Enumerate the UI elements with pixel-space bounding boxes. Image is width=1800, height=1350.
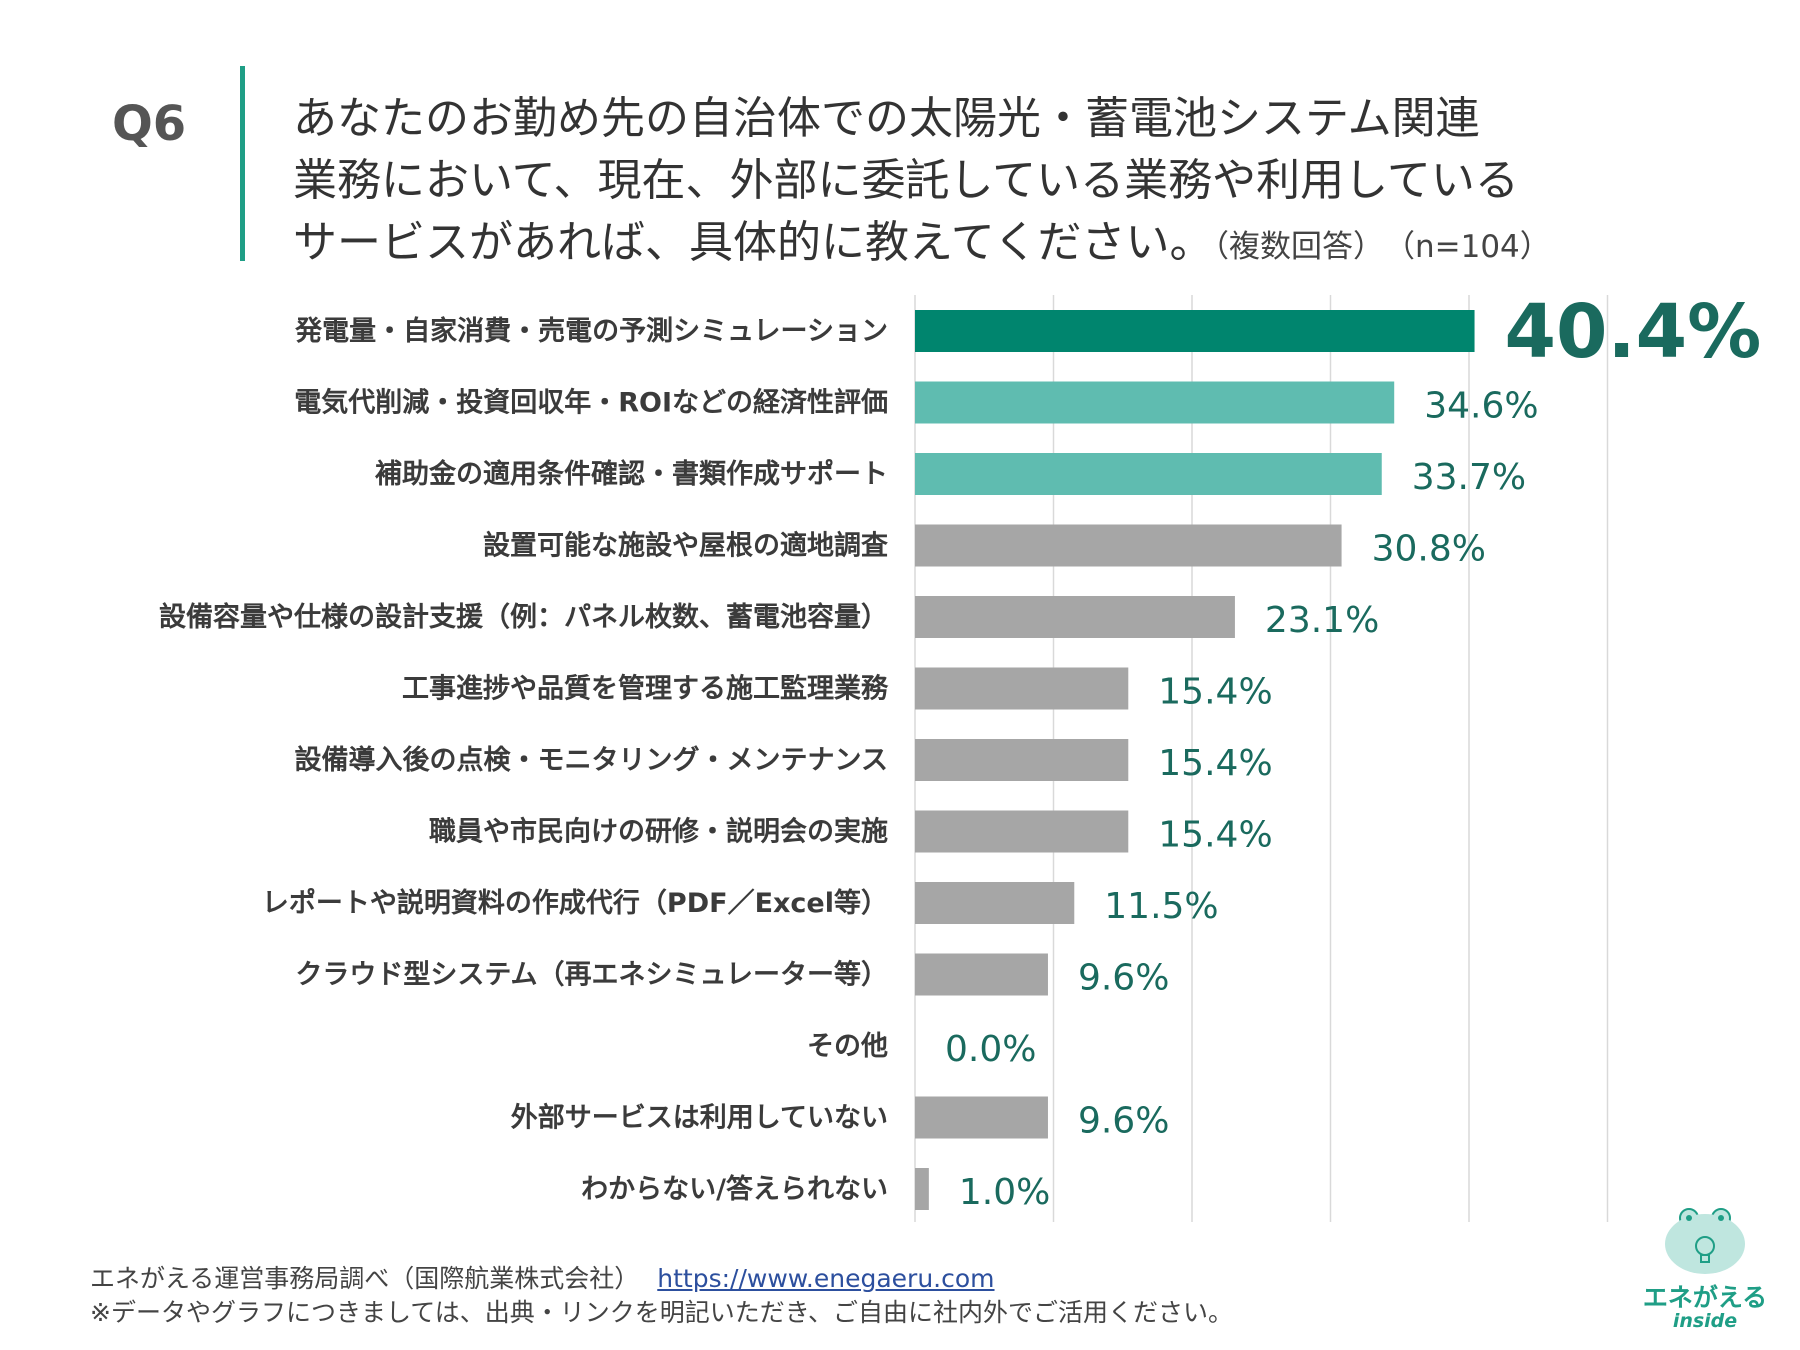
category-label-7: 職員や市民向けの研修・説明会の実施 xyxy=(429,816,888,848)
bar-2 xyxy=(915,453,1382,495)
value-label-10: 0.0% xyxy=(945,1029,1036,1070)
category-label-1: 電気代削減・投資回収年・ROIなどの経済性評価 xyxy=(294,387,888,419)
bar-0 xyxy=(915,310,1475,352)
bar-4 xyxy=(915,596,1235,638)
question-line-1: あなたのお勤め先の自治体での太陽光・蓄電池システム関連 xyxy=(293,93,1480,144)
bar-3 xyxy=(915,524,1342,567)
value-label-2: 33.7% xyxy=(1412,457,1526,498)
category-label-2: 補助金の適用条件確認・書類作成サポート xyxy=(374,458,888,490)
footer-notice: ※データやグラフにつきましては、出典・リンクを明記いただき、ご自由に社内外でご活… xyxy=(90,1298,1233,1327)
category-label-12: わからない/答えられない xyxy=(581,1173,888,1205)
category-label-10: その他 xyxy=(807,1031,888,1062)
question-text: あなたのお勤め先の自治体での太陽光・蓄電池システム関連 業務において、現在、外部… xyxy=(293,88,1753,278)
footer-url-link[interactable]: https://www.enegaeru.com xyxy=(657,1264,995,1293)
bar-6 xyxy=(915,739,1129,781)
footer-source: エネがえる運営事務局調べ（国際航業株式会社） xyxy=(90,1264,640,1293)
logo-sub: inside xyxy=(1672,1310,1738,1332)
bar-8 xyxy=(915,882,1075,924)
footer: エネがえる運営事務局調べ（国際航業株式会社） https://www.enegae… xyxy=(90,1262,1233,1330)
bar-5 xyxy=(915,667,1129,710)
category-label-0: 発電量・自家消費・売電の予測シミュレーション xyxy=(294,315,888,347)
value-label-1: 34.6% xyxy=(1424,386,1538,427)
bar-7 xyxy=(915,810,1129,853)
bar-11 xyxy=(915,1096,1048,1139)
category-label-9: クラウド型システム（再エネシミュレーター等） xyxy=(295,959,888,991)
value-label-9: 9.6% xyxy=(1078,958,1169,999)
question-line-2: 業務において、現在、外部に委託している業務や利用している xyxy=(293,155,1519,206)
bar-chart: 発電量・自家消費・売電の予測シミュレーション 40.4% 電気代削減・投資回収年・R… xyxy=(159,289,1762,1222)
category-label-5: 工事進捗や品質を管理する施工監理業務 xyxy=(402,674,889,705)
bar-12 xyxy=(915,1168,929,1210)
footer-source-line: エネがえる運営事務局調べ（国際航業株式会社） https://www.enegae… xyxy=(90,1262,1233,1296)
category-label-8: レポートや説明資料の作成代行（PDF／Excel等） xyxy=(262,887,888,919)
bar-1 xyxy=(915,381,1395,424)
question-note: （複数回答） （n=104） xyxy=(1213,229,1551,265)
category-label-4: 設備容量や仕様の設計支援（例：パネル枚数、蓄電池容量） xyxy=(159,601,888,633)
category-label-3: 設置可能な施設や屋根の適地調査 xyxy=(483,530,888,562)
value-label-5: 15.4% xyxy=(1158,672,1272,713)
logo-name: エネがえる xyxy=(1642,1283,1768,1312)
value-label-8: 11.5% xyxy=(1104,886,1218,927)
value-label-11: 9.6% xyxy=(1078,1101,1169,1142)
enegaeru-logo: エネがえる inside xyxy=(1640,1200,1770,1340)
value-label-12: 1.0% xyxy=(959,1172,1050,1213)
value-label-4: 23.1% xyxy=(1265,600,1379,641)
question-number: Q6 xyxy=(112,96,187,152)
question-accent-bar xyxy=(240,66,245,261)
question-line-3: サービスがあれば、具体的に教えてください。 xyxy=(293,217,1214,268)
question-line-3-wrap: サービスがあれば、具体的に教えてください。（複数回答） （n=104） xyxy=(293,212,1753,278)
frog-logo-icon xyxy=(1665,1208,1745,1274)
value-label-3: 30.8% xyxy=(1372,529,1486,570)
value-label-0: 40.4% xyxy=(1505,289,1762,375)
bar-9 xyxy=(915,953,1048,996)
category-label-6: 設備導入後の点検・モニタリング・メンテナンス xyxy=(295,744,888,776)
value-label-7: 15.4% xyxy=(1158,815,1272,856)
category-label-11: 外部サービスは利用していない xyxy=(511,1102,888,1134)
value-label-6: 15.4% xyxy=(1158,743,1272,784)
